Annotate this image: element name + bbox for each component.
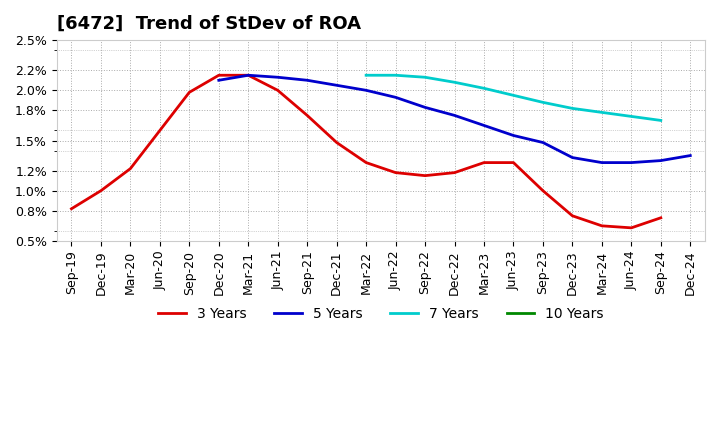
Legend: 3 Years, 5 Years, 7 Years, 10 Years: 3 Years, 5 Years, 7 Years, 10 Years — [152, 301, 610, 326]
Text: [6472]  Trend of StDev of ROA: [6472] Trend of StDev of ROA — [57, 15, 361, 33]
